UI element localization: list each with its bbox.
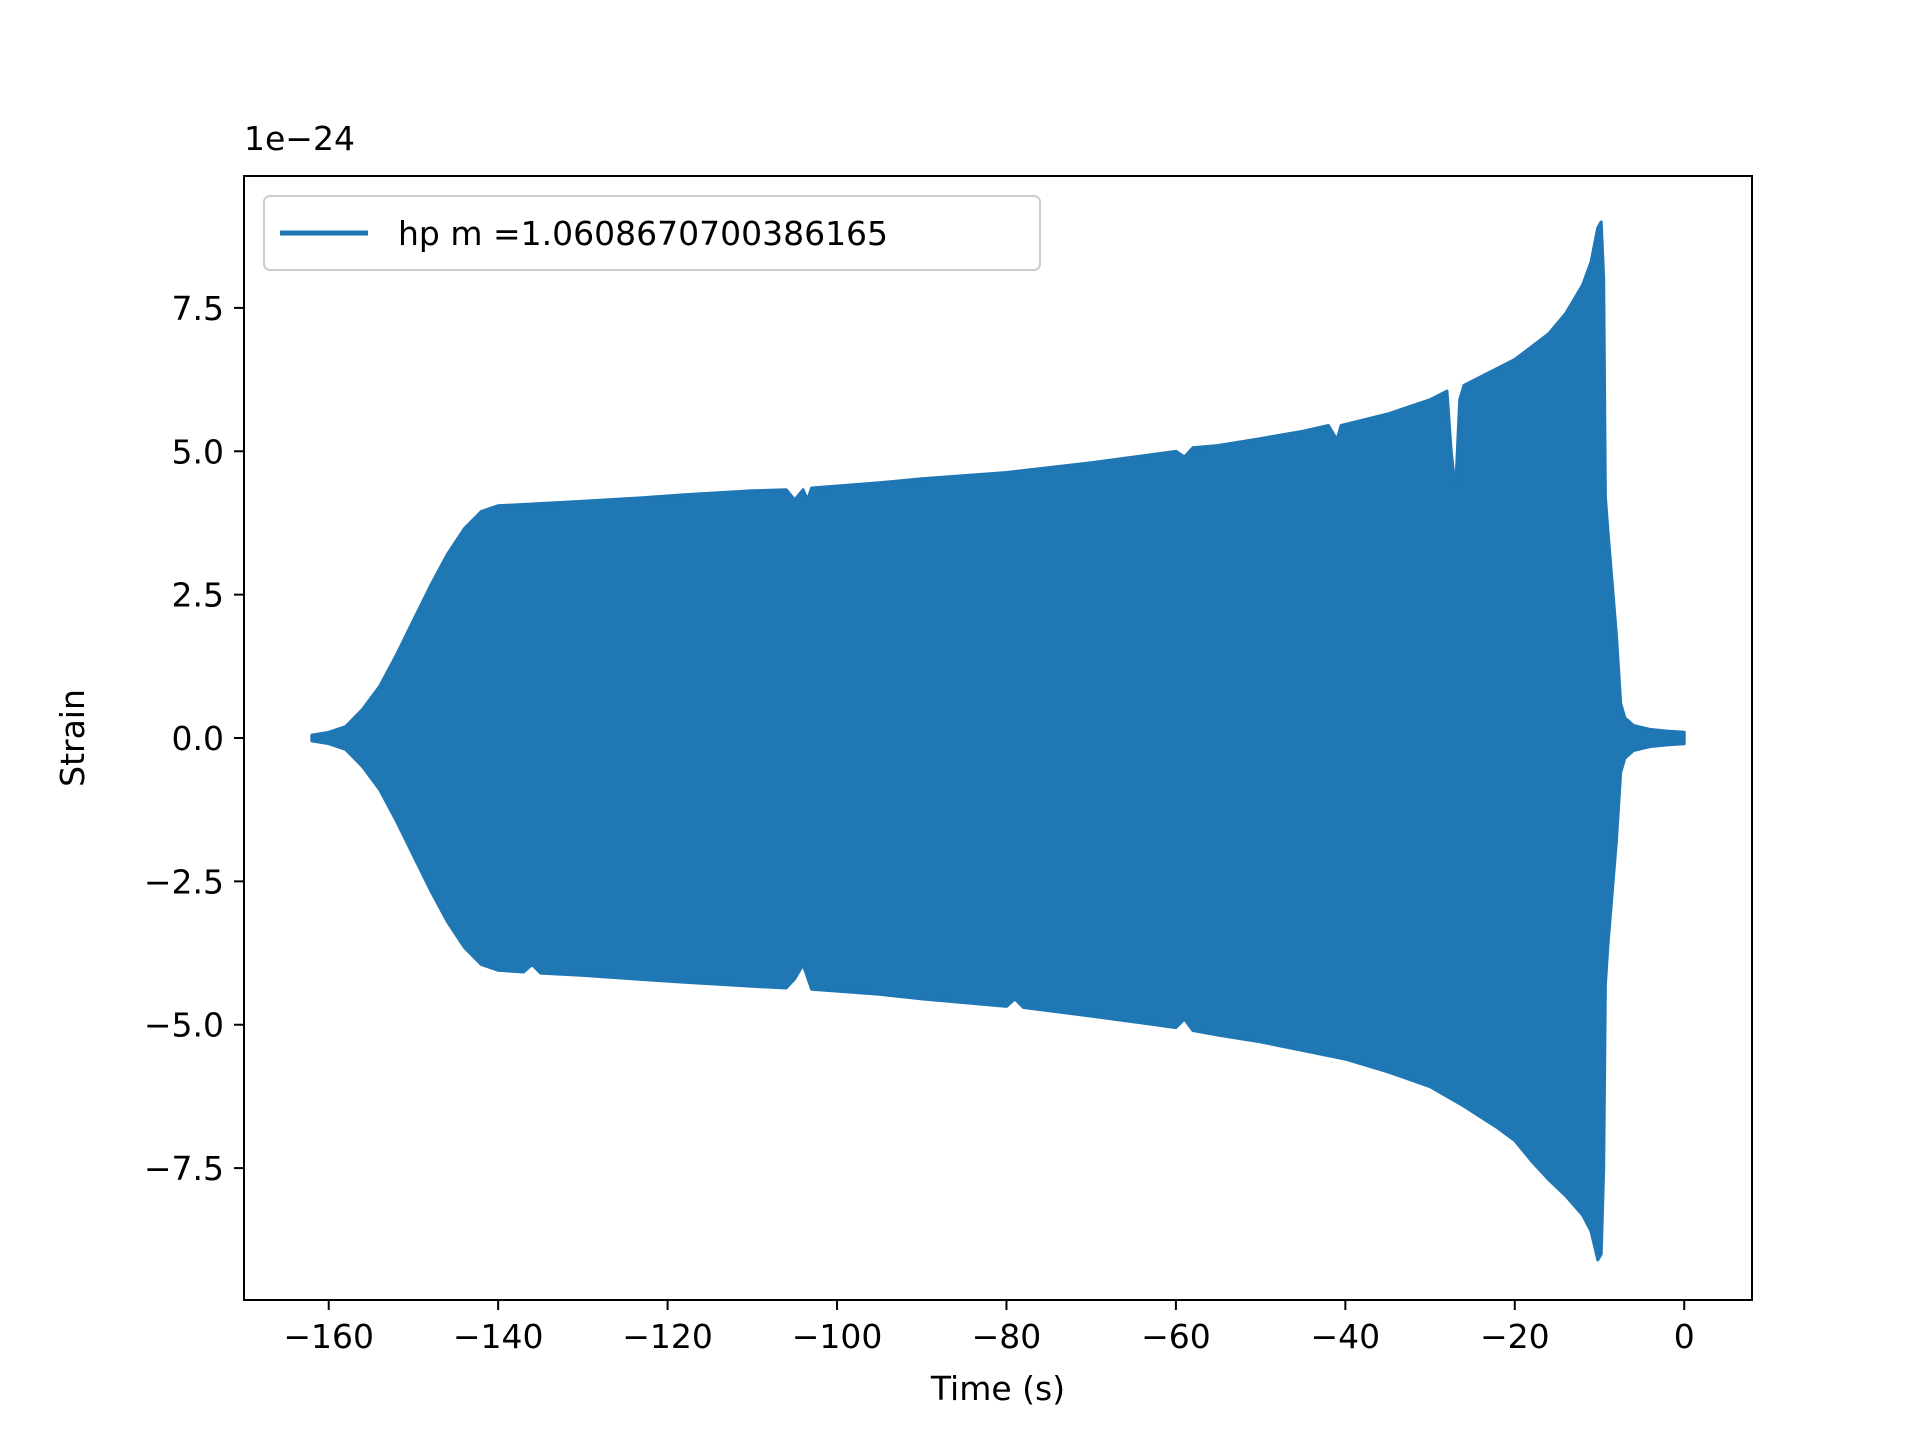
y-tick-label: 7.5 bbox=[172, 289, 224, 328]
x-tick-label: −40 bbox=[1311, 1317, 1381, 1356]
x-tick-label: 0 bbox=[1674, 1317, 1695, 1356]
y-tick-label: 5.0 bbox=[172, 432, 224, 471]
y-tick-label: −5.0 bbox=[144, 1006, 224, 1045]
x-tick-label: −100 bbox=[792, 1317, 883, 1356]
series-line-0 bbox=[310, 220, 1686, 1262]
x-tick-label: −160 bbox=[283, 1317, 374, 1356]
x-tick-label: −120 bbox=[622, 1317, 713, 1356]
y-tick-label: 0.0 bbox=[172, 719, 224, 758]
y-tick-label: −2.5 bbox=[144, 862, 224, 901]
y-axis-label: Strain bbox=[53, 689, 92, 787]
x-tick-label: −80 bbox=[972, 1317, 1042, 1356]
y-tick-label: −7.5 bbox=[144, 1149, 224, 1188]
x-tick-label: −20 bbox=[1480, 1317, 1550, 1356]
legend-box bbox=[263, 195, 1041, 271]
y-offset-text: 1e−24 bbox=[244, 119, 355, 158]
x-tick-label: −140 bbox=[453, 1317, 544, 1356]
y-tick-label: 2.5 bbox=[172, 576, 224, 615]
x-axis-label: Time (s) bbox=[930, 1369, 1065, 1408]
plot-layer bbox=[310, 220, 1686, 1262]
legend-label-0: hp m =1.0608670700386165 bbox=[398, 214, 888, 253]
x-tick-label: −60 bbox=[1141, 1317, 1211, 1356]
axes-layer: −160 −140 −120 −100 −80 −60 −40 −20 0 −7.5 −5.0 −2.… bbox=[53, 119, 1753, 1408]
legend-layer: hp m =1.0608670700386165 bbox=[263, 195, 1041, 271]
